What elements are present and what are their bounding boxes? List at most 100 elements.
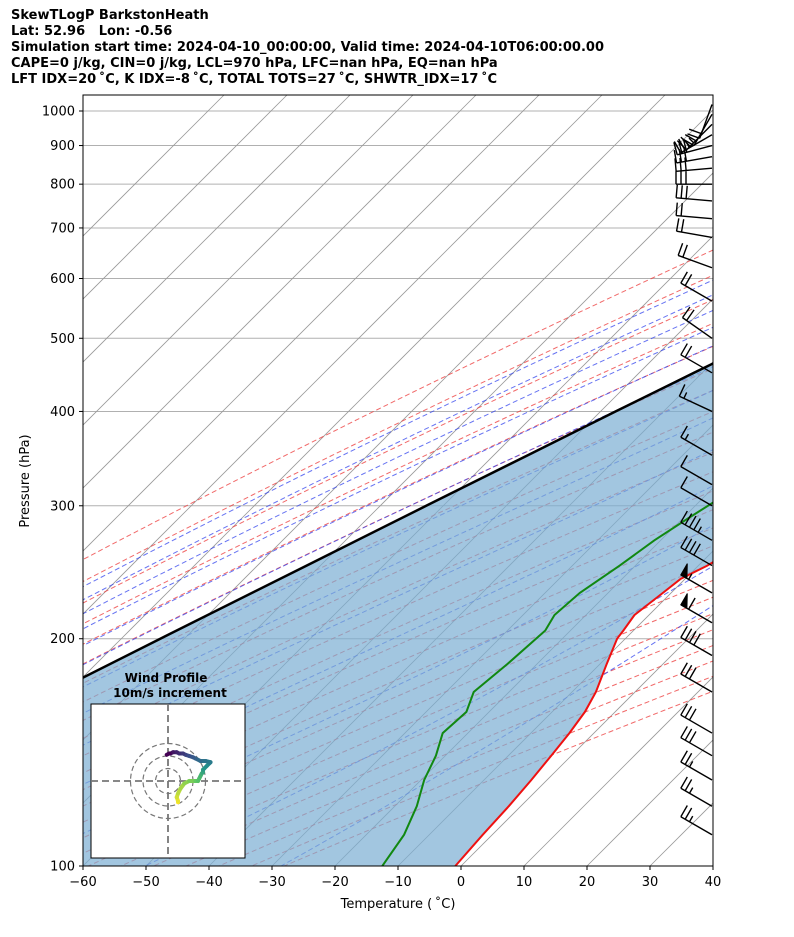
chart-header: SkewTLogP BarkstonHeath Lat: 52.96 Lon: …	[11, 8, 604, 88]
wind-barb-full	[678, 140, 683, 154]
wind-barb	[680, 750, 713, 781]
temperature-line	[454, 560, 713, 866]
wind-barb-full	[680, 750, 688, 763]
wind-barb-full	[684, 779, 693, 792]
moist-adiabat-line	[83, 279, 713, 588]
hodograph-title: Wind Profile	[125, 671, 208, 685]
wind-barb-full	[683, 148, 688, 162]
wind-barb	[680, 563, 713, 594]
wind-barb-staff	[676, 214, 713, 220]
wind-barb-staff	[686, 123, 713, 151]
wind-barb-staff	[680, 737, 713, 757]
wind-barb-full	[680, 535, 688, 548]
wind-barb-staff	[680, 787, 713, 807]
wind-barb-full	[680, 625, 688, 638]
wind-barb-staff	[676, 167, 713, 173]
wind-barb-full	[693, 543, 701, 556]
moist-adiabat-line	[83, 366, 713, 666]
wind-barb	[673, 148, 713, 164]
x-tick-label: −60	[69, 875, 96, 890]
x-tick-label: −20	[321, 875, 348, 890]
wind-barb-half	[685, 141, 691, 149]
y-tick-label: 500	[50, 332, 75, 347]
wind-barb-full	[673, 142, 678, 156]
wind-barb	[681, 306, 713, 339]
x-tick-label: 30	[642, 875, 659, 890]
wind-barb-staff	[677, 254, 713, 269]
wind-barb-full	[680, 703, 688, 716]
y-tick-label: 700	[50, 221, 75, 236]
wind-barb	[680, 625, 713, 657]
wind-barb-half	[697, 526, 702, 533]
wind-barb-full	[674, 158, 677, 172]
wind-barb-half	[683, 392, 688, 399]
wind-barb-full	[688, 731, 697, 744]
wind-barb-full	[684, 807, 693, 820]
wind-barb-half	[688, 815, 694, 823]
axis-ticks: −60 −50 −40 −30 −20 −10 0 10 20 30 40 100 200 300 400 5…	[42, 104, 721, 890]
wind-barb-full	[678, 149, 683, 163]
isotherm-line	[83, 95, 288, 300]
wind-barb-half	[688, 787, 694, 794]
profile-lines	[83, 362, 713, 866]
moist-adiabat-line	[83, 309, 713, 615]
wind-barb	[680, 476, 713, 507]
wind-barb-full	[680, 776, 688, 789]
wind-barb-full	[680, 343, 688, 356]
wind-barb-full	[684, 628, 693, 641]
wind-barb-full	[678, 384, 686, 397]
y-axis-label: Pressure (hPa)	[18, 434, 33, 527]
x-tick-label: 10	[516, 875, 533, 890]
dry-adiabat-line	[83, 299, 713, 604]
simulation-times: Simulation start time: 2024-04-10_00:00:…	[11, 40, 604, 55]
wind-barb-full	[684, 274, 693, 286]
x-tick-label: 0	[457, 875, 465, 890]
isotherm-line	[83, 95, 540, 552]
hodograph-subtitle: 10m/s increment	[113, 686, 227, 700]
wind-barb-full	[686, 309, 695, 321]
wind-barb-full	[688, 128, 702, 135]
x-tick-label: 20	[579, 875, 596, 890]
wind-barbs	[673, 104, 713, 836]
wind-barb-full	[682, 139, 688, 153]
x-tick-label: −50	[132, 875, 159, 890]
wind-barb-full	[684, 134, 697, 142]
stability-indices-line1: CAPE=0 j/kg, CIN=0 j/kg, LCL=970 hPa, LF…	[11, 56, 498, 71]
y-tick-label: 200	[50, 632, 75, 647]
wind-barb	[680, 726, 713, 757]
wind-barb-full	[684, 664, 693, 677]
dewpoint-line	[381, 501, 713, 866]
isotherm-line	[460, 613, 713, 866]
y-tick-label: 1000	[42, 104, 75, 119]
wind-barb-staff	[680, 487, 713, 507]
wind-barb	[682, 113, 713, 147]
wind-barb-full	[687, 133, 700, 139]
wind-barb-full	[680, 510, 688, 523]
wind-barb-full	[688, 708, 697, 721]
wind-barb	[680, 703, 713, 734]
wind-barb	[680, 510, 713, 541]
wind-barb-staff	[680, 282, 713, 302]
dry-adiabat-line	[83, 345, 713, 645]
wind-barb-full	[688, 515, 697, 528]
y-tick-label: 600	[50, 272, 75, 287]
wind-barb-full	[684, 728, 693, 741]
wind-barb-half	[688, 137, 695, 144]
wind-barb-full	[688, 597, 696, 610]
wind-barb	[680, 662, 713, 693]
dry-adiabat-line	[83, 249, 713, 561]
wind-barb	[680, 593, 713, 624]
wind-barb-full	[685, 185, 688, 199]
wind-barb-staff	[680, 546, 713, 567]
wind-barb-full	[680, 185, 683, 199]
wind-barb-half	[684, 433, 690, 441]
wind-barb-full	[688, 630, 697, 643]
wind-barb-staff	[679, 395, 713, 413]
isotherm-line	[776, 95, 794, 866]
wind-barb-full	[680, 805, 688, 818]
wind-barb-full	[680, 425, 688, 438]
isotherm-line	[523, 676, 713, 866]
wind-barb-staff	[680, 714, 713, 734]
wind-barb-staff	[676, 197, 713, 202]
station-title: SkewTLogP BarkstonHeath	[11, 8, 209, 23]
